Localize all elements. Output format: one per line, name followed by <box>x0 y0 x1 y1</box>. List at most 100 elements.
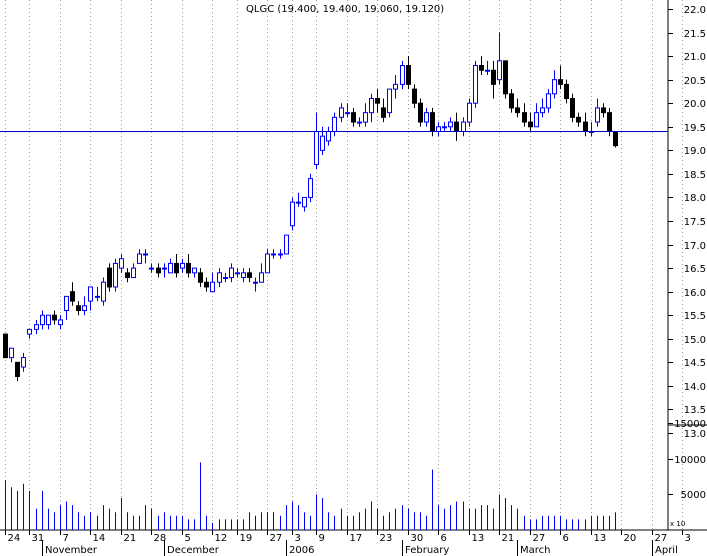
x-tick-label: 21 <box>502 533 515 544</box>
candle-body <box>351 112 356 123</box>
candle-body <box>454 121 459 132</box>
candle <box>448 117 453 132</box>
candle <box>485 60 490 75</box>
candle-body <box>467 102 472 123</box>
candle <box>534 103 539 128</box>
candle <box>528 112 533 132</box>
candle <box>290 197 295 231</box>
candle-body <box>34 324 39 330</box>
x-tick-label: 19 <box>240 533 253 544</box>
y-tick-label: 14.0 <box>684 382 706 393</box>
candle-body <box>363 112 368 123</box>
candle-body <box>473 65 478 104</box>
candle <box>156 263 161 278</box>
candle <box>491 60 496 99</box>
y-tick-label: 13.0 <box>684 429 706 440</box>
candle <box>235 268 240 278</box>
candle <box>247 268 252 283</box>
candle <box>76 301 81 316</box>
candle <box>3 333 8 359</box>
candle <box>101 277 106 306</box>
candle-body <box>479 65 484 71</box>
candle-body <box>125 272 130 279</box>
x-tick-label: 27 <box>270 533 283 544</box>
candle-body <box>613 130 618 147</box>
candle-body <box>607 112 612 132</box>
candle <box>125 268 130 283</box>
candle <box>509 89 514 113</box>
candle-body <box>290 201 295 227</box>
candle <box>576 112 581 127</box>
candle-body <box>522 112 527 123</box>
candle <box>137 249 142 264</box>
y-tick-label: 15.0 <box>684 335 706 346</box>
candle <box>265 249 270 274</box>
candle <box>27 328 32 339</box>
candle-body <box>3 333 8 359</box>
candle <box>186 253 191 278</box>
volume-scale-label: x 10 <box>670 520 685 528</box>
x-tick-label: 31 <box>32 533 45 544</box>
y-tick-label: 19.0 <box>684 146 706 157</box>
candle-body <box>168 262 173 274</box>
candle-body <box>70 291 75 302</box>
candle <box>241 268 246 283</box>
candle <box>174 253 179 278</box>
candle <box>357 117 362 127</box>
candle-body <box>436 126 441 132</box>
candle <box>558 65 563 90</box>
x-tick-label: 9 <box>319 533 325 544</box>
candle <box>40 310 45 330</box>
candle <box>192 267 197 278</box>
month-label: March <box>520 545 550 556</box>
month-label: April <box>655 545 678 556</box>
candle <box>284 234 289 255</box>
price-axis: 22.0 21.5 21.0 20.5 20.0 19.5 19.0 18.5 18.0 17.5… <box>668 5 706 440</box>
y-tick-label: 17.0 <box>684 241 706 252</box>
candle-body <box>131 267 136 279</box>
candle <box>375 89 380 113</box>
candle-body <box>448 121 453 128</box>
candle <box>143 249 148 264</box>
x-tick-label: 6 <box>563 533 569 544</box>
candle <box>369 93 374 123</box>
candle-body <box>515 107 520 114</box>
candle <box>424 107 429 127</box>
candle <box>601 103 606 118</box>
candle-body <box>95 295 100 298</box>
candle-body <box>345 112 350 115</box>
candle <box>131 263 136 279</box>
volume-tick-label: 15000 <box>674 419 706 430</box>
x-tick-label: 14 <box>93 533 106 544</box>
candle-body <box>430 112 435 132</box>
volume-tick-label: 10000 <box>674 455 706 466</box>
y-tick-label: 20.0 <box>684 99 706 110</box>
y-tick-label: 19.5 <box>684 123 706 134</box>
candle <box>58 315 63 330</box>
candle <box>467 98 472 127</box>
candle <box>278 249 283 259</box>
candle-body <box>119 258 124 269</box>
x-axis: 24 31 7 14 21 28 5 12 19 27 3 9 17 23 30 6 13 21 27 6 13 20 27… <box>5 530 691 556</box>
candle-body <box>284 234 289 255</box>
candle <box>198 268 203 287</box>
candle <box>259 263 264 283</box>
x-tick-label: 27 <box>533 533 546 544</box>
candle-body <box>357 121 362 124</box>
candle <box>363 103 368 127</box>
candle-body <box>64 295 69 312</box>
candle <box>406 56 411 90</box>
candle <box>595 98 600 127</box>
candle <box>540 98 545 118</box>
month-label: November <box>45 545 98 556</box>
chart-title: QLGC (19.400, 19.400, 19.060, 19.120) <box>246 4 444 15</box>
volume-axis: 15000 10000 5000 <box>668 419 706 501</box>
candle <box>522 103 527 127</box>
candle-body <box>180 262 185 269</box>
candlesticks <box>3 32 618 382</box>
candle-body <box>418 102 423 123</box>
y-tick-label: 22.0 <box>684 5 706 16</box>
candle-body <box>497 60 502 81</box>
candle-body <box>137 253 142 264</box>
